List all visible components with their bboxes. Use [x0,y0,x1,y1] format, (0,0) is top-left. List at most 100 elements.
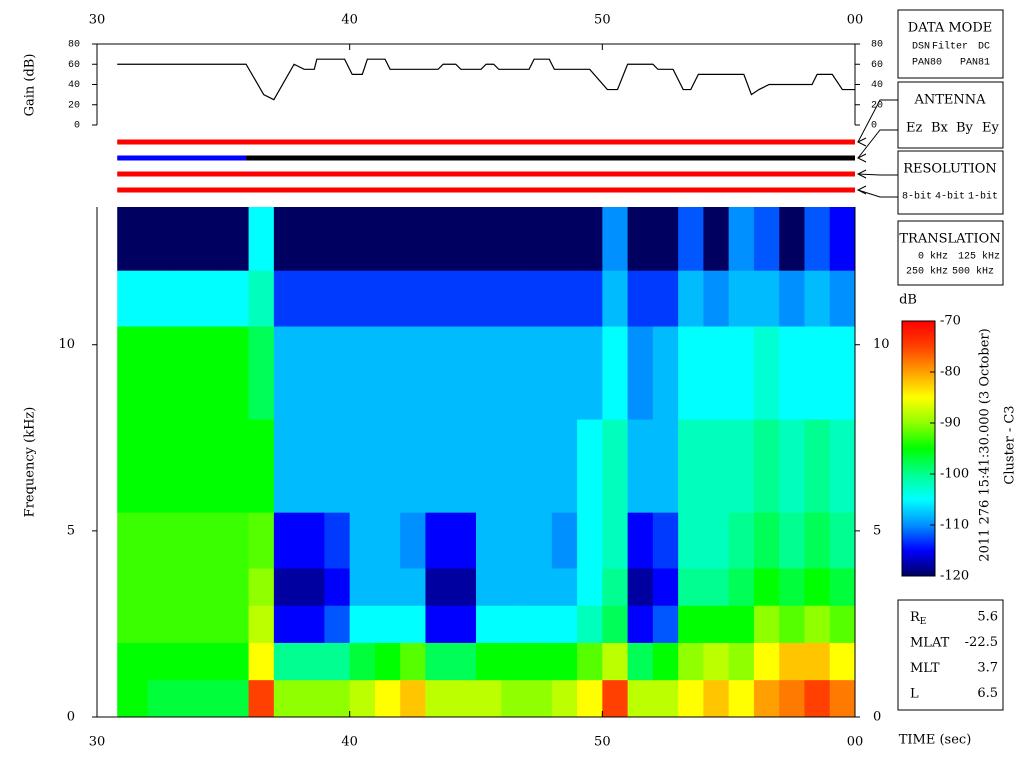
heatmap-cell [198,642,224,681]
heatmap-cell [172,419,199,513]
heatmap-cell [299,207,325,271]
heatmap-cell [400,512,426,569]
heatmap-cell [753,568,780,606]
heatmap-cell [248,207,275,271]
heatmap-cell [147,270,174,327]
heatmap-cell [117,270,148,327]
heatmap-cell [117,679,148,718]
x-tick-label: 40 [341,735,358,750]
heatmap-cell [678,642,704,681]
heatmap-cell [703,679,730,718]
heatmap-cell [198,207,224,271]
heatmap-cell [804,419,831,513]
legend-entry: 0 kHz [918,251,948,263]
heatmap-cell [577,679,603,718]
heatmap-cell [627,512,654,569]
heatmap-cell [829,679,856,718]
legend-entry: 4-bit [935,191,965,203]
heatmap-cell [703,270,730,327]
heatmap-cell [501,270,527,327]
heatmap-cell [450,419,477,513]
ephemeris-label: MLT [910,661,940,676]
heatmap-cell [753,679,780,718]
heatmap-cell [728,326,755,420]
heatmap-cell [779,512,805,569]
heatmap-cell [425,679,452,718]
time-axis-label: TIME (sec) [899,733,972,748]
heatmap-cell [728,419,755,513]
heatmap-cell [248,568,275,606]
heatmap-cell [627,326,654,420]
legend-entry: DC [978,42,990,53]
heatmap-cell [577,512,603,569]
ephemeris-label-text: MLT [910,661,940,676]
heatmap-cell [248,270,275,327]
heatmap-cell [147,605,174,643]
colorbar [901,320,936,577]
heatmap-cell [652,642,679,681]
heatmap-cell [602,419,628,513]
heatmap-cell [117,568,148,606]
heatmap-cell [374,512,401,569]
heatmap-cell [779,642,805,681]
heatmap-cell [551,605,578,643]
legend-entry: 8-bit [902,191,932,203]
heatmap-cell [198,605,224,643]
heatmap-cell [374,642,401,681]
heatmap-cell [602,642,628,681]
y-tick-label-right: 10 [873,337,890,352]
heatmap-cell [551,679,578,718]
mode-segment [246,155,855,161]
heatmap-cell [804,207,831,271]
heatmap-cell [223,605,249,643]
heatmap-cell [172,642,199,681]
heatmap-cell [678,419,704,513]
heatmap-cell [198,679,224,718]
heatmap-cell [551,270,578,327]
heatmap-cell [602,679,628,718]
heatmap-cell [526,419,553,513]
heatmap-cell [147,642,174,681]
heatmap-cell [324,326,351,420]
mode-box [897,220,1004,286]
heatmap-cell [526,679,553,718]
heatmap-cell [172,326,199,420]
ephemeris-label-text: MLAT [910,635,950,650]
connector [857,173,898,176]
heatmap-cell [425,270,452,327]
heatmap-cell [804,679,831,718]
ephemeris-value: 5.6 [977,610,998,625]
ephemeris-value: -22.5 [965,635,998,650]
heatmap-cell [627,605,654,643]
heatmap-cell [779,270,805,327]
heatmap-cell [324,207,351,271]
heatmap-cell [753,207,780,271]
legend-entry: 1-bit [968,191,998,203]
heatmap-cell [172,207,199,271]
heatmap-cell [425,642,452,681]
heatmap-cell [602,605,628,643]
heatmap-cell [273,642,300,681]
heatmap-cell [526,512,553,569]
heatmap-cell [324,419,351,513]
heatmap-cell [501,568,527,606]
ephemeris-label-text: R [910,610,921,625]
heatmap-cell [476,326,502,420]
ephemeris-box [897,599,1004,711]
ephemeris-label: L [910,686,919,701]
heatmap-cell [577,642,603,681]
legend-entry: Ey [982,121,999,136]
y-tick-label-right: 0 [871,121,877,132]
heatmap-cell [248,512,275,569]
heatmap-cell [652,568,679,606]
timestamp: 2011 276 15:41:30.000 (3 October) [978,328,993,561]
heatmap-cell [779,207,805,271]
heatmap-cell [804,512,831,569]
heatmap-cell [198,270,224,327]
heatmap-cell [349,605,376,643]
arrow-head [856,169,867,179]
heatmap-cell [374,419,401,513]
colorbar-tick-label: -110 [940,518,969,533]
ephemeris-label: MLAT [910,635,950,650]
